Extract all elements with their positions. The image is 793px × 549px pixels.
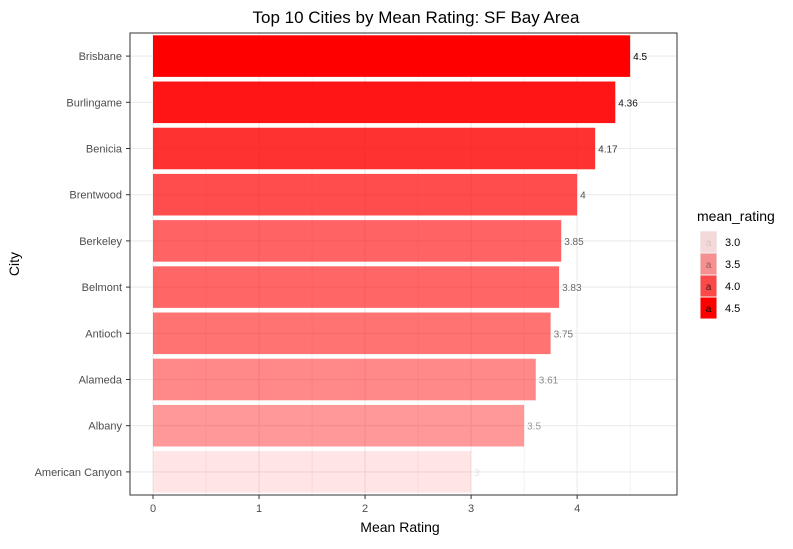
bar-antioch: [153, 312, 551, 355]
bar-value-label: 3.5: [527, 422, 541, 433]
bar-value-label: 3.61: [539, 376, 559, 387]
bar-value-label: 4.17: [598, 145, 618, 156]
legend-key-glyph: a: [706, 260, 712, 271]
bar-value-label: 4.5: [633, 52, 647, 63]
bar-berkeley: [153, 220, 562, 262]
bar-value-label: 3: [474, 468, 480, 479]
legend-label: 3.5: [725, 259, 740, 271]
y-tick-label: Burlingame: [66, 97, 122, 109]
x-tick-label: 3: [468, 503, 474, 515]
x-tick-label: 0: [150, 503, 156, 515]
y-tick-label: Albany: [88, 421, 122, 433]
y-tick-label: Alameda: [79, 375, 123, 387]
y-axis-label: City: [6, 252, 22, 276]
legend-key-glyph: a: [706, 282, 712, 293]
legend-key-glyph: a: [706, 238, 712, 249]
bar-brentwood: [153, 173, 578, 216]
legend-label: 4.5: [725, 303, 740, 315]
bar-albany: [153, 404, 525, 447]
legend: mean_rating a 3.0 a 3.5 a 4.0 a 4.5: [697, 208, 775, 319]
bar-brisbane: [153, 35, 631, 77]
legend-key-glyph: a: [706, 304, 712, 315]
y-tick-label: American Canyon: [35, 467, 122, 479]
bar-value-label: 3.83: [562, 283, 582, 294]
bar-value-label: 3.85: [564, 237, 584, 248]
x-tick-label: 4: [574, 503, 580, 515]
legend-label: 4.0: [725, 281, 740, 293]
bar-benicia: [153, 127, 596, 170]
bar-value-label: 4.36: [618, 98, 638, 109]
legend-key: [700, 297, 717, 319]
bar-value-label: 4: [580, 191, 586, 202]
x-tick-label: 1: [256, 503, 262, 515]
y-tick-label: Berkeley: [79, 236, 122, 248]
legend-title: mean_rating: [697, 208, 775, 224]
x-tick-label: 2: [362, 503, 368, 515]
legend-key-background: [700, 253, 717, 275]
y-tick-label: Brentwood: [69, 190, 122, 202]
legend-label: 3.0: [725, 237, 740, 249]
plot-panel: 4.5 4.36 4.17 4 3.85 3.83 3.75 3.61 3.5 3 Brisbane…: [35, 32, 678, 515]
legend-key-background: [700, 231, 717, 253]
x-axis-label: Mean Rating: [360, 519, 439, 535]
y-tick-label: Benicia: [86, 144, 123, 156]
panel-border: [129, 32, 678, 496]
bar-burlingame: [153, 81, 616, 124]
legend-key: [700, 253, 717, 275]
bar-alameda: [153, 358, 536, 401]
y-tick-label: Brisbane: [79, 51, 122, 63]
bar-value-label: 3.75: [554, 329, 574, 340]
chart-title: Top 10 Cities by Mean Rating: SF Bay Are…: [253, 8, 580, 27]
legend-key: [700, 231, 717, 253]
y-tick-label: Antioch: [85, 328, 122, 340]
bar-american-canyon: [153, 451, 472, 493]
bar-belmont: [153, 266, 560, 308]
legend-key: [700, 275, 717, 297]
y-tick-label: Belmont: [82, 282, 122, 294]
